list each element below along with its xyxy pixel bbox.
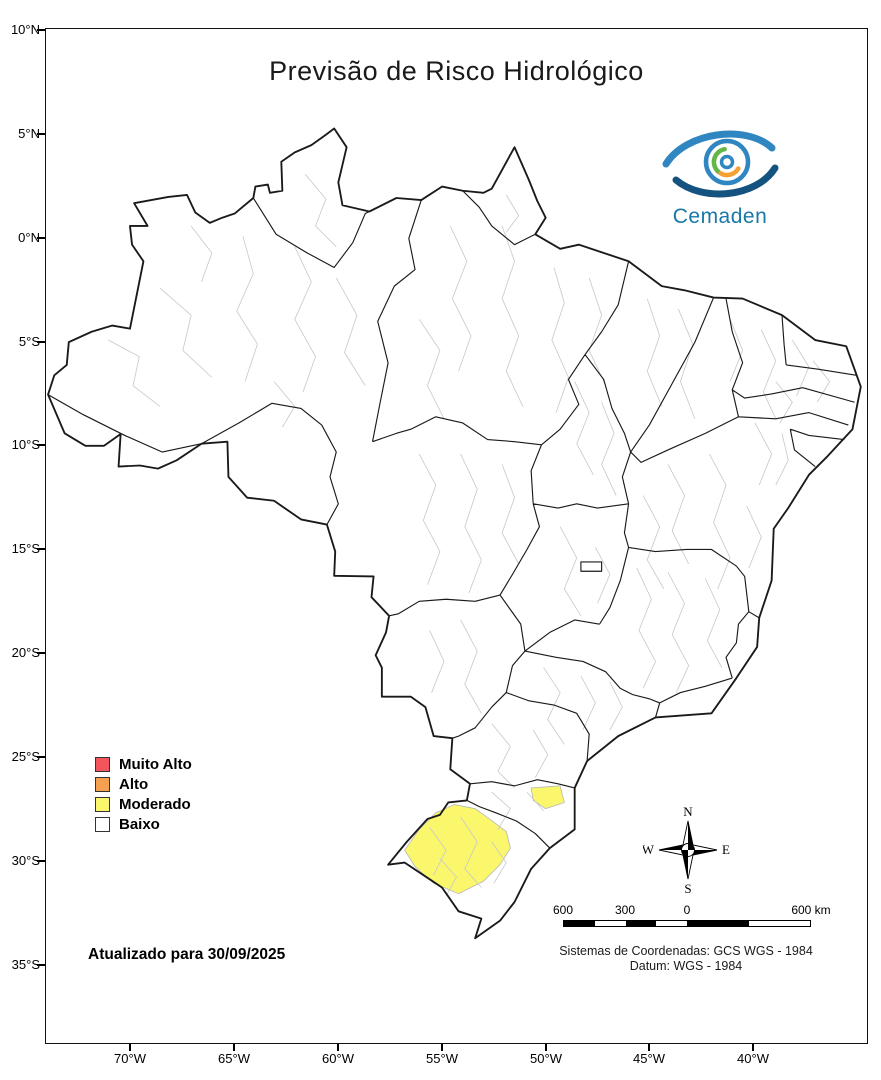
risk-legend: Muito Alto Alto Moderado Baixo [95,754,192,834]
page-title: Previsão de Risco Hidrológico [269,56,644,86]
axis-tick [233,1044,235,1051]
scale-bar: 600 300 0 600 km [553,903,831,935]
scale-label-300: 300 [614,903,636,917]
compass-e-label: E [722,842,730,857]
lon-axis-label: 50°W [530,1051,562,1066]
legend-label: Moderado [119,795,191,813]
axis-tick [37,756,45,758]
scale-label-600-left: 600 [553,903,574,917]
axis-tick [648,1044,650,1051]
lat-axis-label: 0°N [18,230,40,245]
scale-bar-segments [563,920,811,927]
axis-tick [37,237,45,239]
compass-rose-icon: N S W E [642,804,730,896]
lon-axis-label: 70°W [114,1051,146,1066]
projection-line2: Datum: WGS - 1984 [629,959,743,973]
lat-axis-label: 5°N [18,126,40,141]
brazil-outline [47,127,862,940]
lat-axis-label: 10°N [10,22,40,37]
scale-label-600-right: 600 km [791,903,831,917]
axis-tick [37,860,45,862]
lat-axis-label: 25°S [11,749,40,764]
map-frame [45,28,868,1044]
municipal-boundaries [108,173,831,896]
axis-tick [545,1044,547,1051]
lon-axis-label: 40°W [737,1051,769,1066]
compass-w-label: W [643,842,655,857]
axis-tick [37,29,45,31]
axis-tick [441,1044,443,1051]
lon-axis-label: 55°W [426,1051,458,1066]
axis-tick [37,341,45,343]
lat-axis-label: 35°S [11,957,40,972]
lat-axis-label: 5°S [18,334,40,349]
cemaden-logo-icon [662,130,779,198]
lat-axis-label: 30°S [11,853,40,868]
legend-label: Baixo [119,815,160,833]
axis-tick [37,964,45,966]
lat-axis-label: 10°S [11,437,40,452]
legend-item-moderado: Moderado [95,794,192,814]
legend-item-alto: Alto [95,774,192,794]
lon-axis-label: 60°W [322,1051,354,1066]
axis-tick [337,1044,339,1051]
legend-label: Alto [119,775,149,793]
cemaden-wordmark: Cemaden [672,205,768,228]
update-date-label: Atualizado para 30/09/2025 [88,946,286,963]
axis-tick [752,1044,754,1051]
legend-label: Muito Alto [119,755,192,773]
axis-tick [129,1044,131,1051]
lat-axis-label: 20°S [11,645,40,660]
lon-axis-label: 65°W [218,1051,250,1066]
axis-tick [37,548,45,550]
brazil-map-svg [47,127,862,940]
axis-tick [37,133,45,135]
axis-tick [37,444,45,446]
legend-swatch-moderado [95,796,110,812]
north-arrow: N S W E [642,803,733,896]
axis-tick [37,652,45,654]
lon-axis-label: 45°W [633,1051,665,1066]
compass-s-label: S [684,881,691,895]
lat-axis-label: 15°S [11,541,40,556]
legend-swatch-muito-alto [95,756,110,772]
legend-swatch-baixo [95,816,110,832]
projection-line1: Sistemas de Coordenadas: GCS WGS - 1984 [559,944,813,958]
cemaden-logo: Cemaden [648,118,792,229]
legend-item-baixo: Baixo [95,814,192,834]
projection-note: Sistemas de Coordenadas: GCS WGS - 1984 … [490,944,881,974]
state-boundaries [47,190,857,849]
scale-label-0: 0 [683,903,691,917]
compass-n-label: N [683,804,693,819]
legend-swatch-alto [95,776,110,792]
legend-item-muito-alto: Muito Alto [95,754,192,774]
